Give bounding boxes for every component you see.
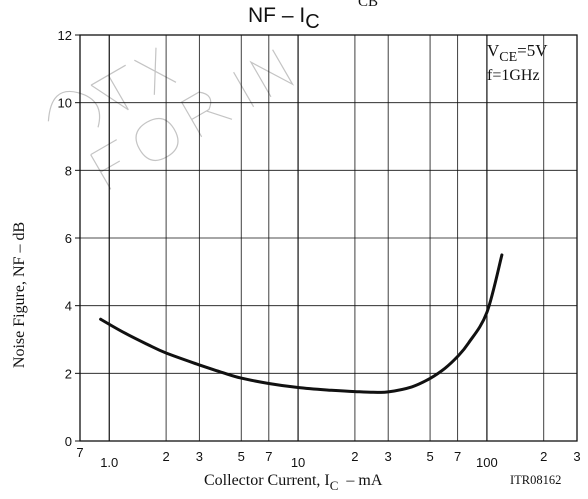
y-tick-label: 6 bbox=[65, 231, 72, 246]
x-axis-label: Collector Current, IC – mA bbox=[204, 472, 383, 493]
x-tick-label: 5 bbox=[426, 449, 433, 464]
x-tick-label: 3 bbox=[573, 449, 580, 464]
x-axis-label-unit: – mA bbox=[345, 472, 382, 489]
x-axis-label-main: Collector Current, I bbox=[204, 472, 330, 489]
title-main: NF – I bbox=[248, 4, 305, 27]
x-tick-label: 7 bbox=[265, 449, 272, 464]
x-tick-label: 5 bbox=[238, 449, 245, 464]
y-tick-label: 10 bbox=[58, 96, 72, 111]
y-tick-label: 8 bbox=[65, 163, 72, 178]
y-tick-label: 4 bbox=[65, 299, 72, 314]
y-axis: 0 2 4 6 8 10 12 bbox=[58, 28, 80, 449]
x-axis: 7 1.0 2 3 5 7 10 2 3 5 7 100 2 3 bbox=[76, 445, 580, 470]
series-line-nf bbox=[99, 253, 504, 394]
top-fragment: CB bbox=[358, 0, 378, 10]
y-tick-label: 0 bbox=[65, 434, 72, 449]
y-axis-label: Noise Figure, NF – dB bbox=[11, 222, 28, 368]
annotation-vce-sub: CE bbox=[499, 50, 517, 65]
x-tick-label: 7 bbox=[76, 445, 83, 460]
x-tick-label: 3 bbox=[385, 449, 392, 464]
x-tick-label: 2 bbox=[351, 449, 358, 464]
x-tick-label: 2 bbox=[540, 449, 547, 464]
annotation-frequency: f=1GHz bbox=[487, 67, 540, 84]
x-tick-label: 10 bbox=[291, 455, 305, 470]
svg-text:VCE=5V: VCE=5V bbox=[487, 41, 548, 65]
chart-title: NF – IC bbox=[248, 4, 320, 33]
annotation-vce-value: =5V bbox=[517, 41, 548, 60]
y-tick-label: 2 bbox=[65, 366, 72, 381]
svg-text:NF – IC: NF – IC bbox=[248, 4, 320, 33]
x-axis-label-sub: C bbox=[330, 478, 339, 493]
figure-code: ITR08162 bbox=[510, 473, 561, 487]
y-tick-label: 12 bbox=[58, 28, 72, 43]
annotation-vce: V bbox=[487, 41, 500, 60]
condition-annotation: VCE=5V f=1GHz bbox=[487, 41, 548, 84]
x-tick-label: 2 bbox=[162, 449, 169, 464]
x-tick-label: 7 bbox=[454, 449, 461, 464]
x-tick-label: 3 bbox=[196, 449, 203, 464]
title-sub: C bbox=[305, 11, 319, 33]
grid bbox=[80, 35, 577, 441]
x-tick-label: 100 bbox=[476, 455, 498, 470]
x-tick-label: 1.0 bbox=[100, 455, 118, 470]
